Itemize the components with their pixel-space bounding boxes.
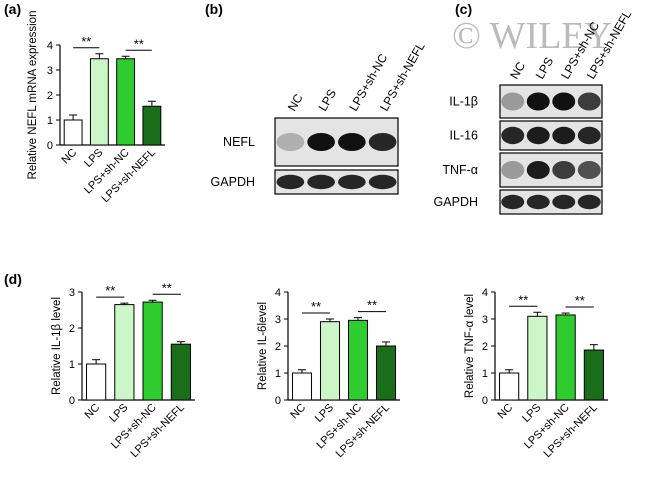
bar [142,105,162,146]
x-tick-label: LPS [313,402,336,425]
x-tick-label: LPS [82,147,105,170]
blot-band [338,174,366,190]
x-tick-label: LPS [520,402,543,425]
bar [347,319,369,401]
blot-band [501,194,525,210]
panel-label: (c) [455,1,472,17]
significance-label: ** [105,283,115,298]
x-tick-label: NC [60,147,80,167]
y-axis-label: Relative IL-6level [257,302,269,390]
y-tick-label: 0 [47,140,53,152]
blot-band [276,174,305,190]
bar [170,343,191,401]
x-tick-label: NC [83,402,103,422]
y-tick-label: 4 [47,40,53,52]
y-tick-label: 4 [275,287,281,299]
y-tick-label: 0 [482,395,488,407]
blot-band [552,161,576,179]
y-tick-label: 2 [69,323,75,335]
panel-label: (d) [4,271,22,287]
y-tick-label: 3 [275,314,281,326]
y-tick-label: 0 [275,395,281,407]
row-label: GAPDH [434,195,478,209]
y-tick-label: 2 [47,90,53,102]
blot-band [577,92,601,111]
row-label: IL-1β [449,95,478,109]
y-tick-label: 4 [482,287,488,299]
watermark: © WILEY [452,15,612,57]
y-tick-label: 1 [482,368,488,380]
blot-band [338,133,366,151]
blot-band [501,92,525,111]
row-label: TNF-α [442,163,478,177]
significance-label: ** [81,34,91,49]
blot-band [501,126,525,145]
significance-label: ** [367,298,377,313]
x-tick-label: NC [288,402,308,422]
significance-label: ** [134,36,144,51]
blot-band [368,133,397,151]
blot-band [577,194,601,210]
lane-label: NC [507,59,528,81]
y-axis-label: Relative TNF-α level [464,294,476,398]
significance-label: ** [575,293,585,308]
blot-band [552,126,576,145]
lane-label: NC [285,91,306,113]
x-tick-label: LPS [107,402,130,425]
bar [527,315,548,401]
y-tick-label: 3 [47,65,53,77]
blot-band [526,126,550,145]
significance-label: ** [311,299,321,314]
row-label: NEFL [223,135,255,149]
y-tick-label: 2 [275,341,281,353]
y-tick-label: 0 [69,395,75,407]
blot-band [526,92,550,111]
bar [499,372,520,401]
y-axis-label: Relative IL-1β level [51,297,63,395]
y-axis-label: Relative NEFL mRNA expression [27,11,39,180]
blot-band [552,194,576,210]
bar [142,301,163,401]
significance-label: ** [162,280,172,295]
blot-band [368,174,397,190]
blot-band [307,133,335,151]
y-tick-label: 1 [47,115,53,127]
y-tick-label: 3 [482,314,488,326]
blot-band [276,133,305,151]
panel-label: (a) [4,1,21,17]
blot-band [526,194,550,210]
panel-label: (b) [205,1,223,17]
lane-label: LPS+sh-NEFL [377,40,428,114]
row-label: IL-16 [450,129,479,143]
y-tick-label: 1 [69,359,75,371]
blot-band [577,126,601,145]
blot-band [501,161,525,179]
blot-band [577,161,601,179]
bar [583,349,604,401]
bar [319,321,341,401]
bar [114,304,135,401]
significance-label: ** [518,292,528,307]
bar [555,314,576,401]
y-tick-label: 3 [69,287,75,299]
blot-band [307,174,335,190]
bar [89,58,109,146]
y-tick-label: 1 [275,368,281,380]
bar [291,372,313,401]
bar [63,119,83,146]
blot-band [526,161,550,179]
bar [116,58,136,146]
y-tick-label: 2 [482,341,488,353]
bar [375,345,397,401]
x-tick-label: NC [496,402,516,422]
lane-label: LPS [316,87,339,114]
row-label: GAPDH [211,175,255,189]
lane-label: LPS [533,55,556,82]
blot-band [552,92,576,111]
bar [86,363,107,401]
